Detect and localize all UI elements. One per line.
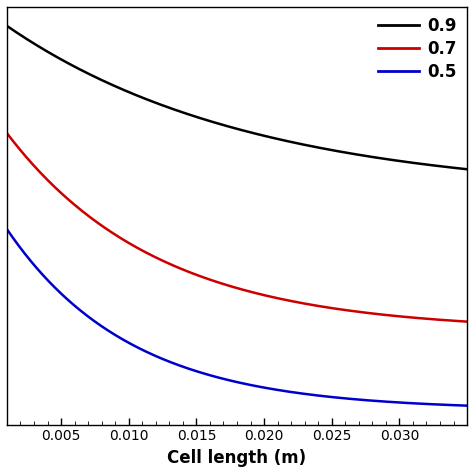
0.5 — [190, 367, 196, 373]
0.9 — [320, 146, 326, 151]
0.7 — [4, 130, 10, 136]
0.7 — [320, 304, 326, 310]
0.7 — [363, 310, 369, 316]
X-axis label: Cell length (m): Cell length (m) — [167, 449, 307, 467]
0.5 — [51, 284, 57, 290]
0.5 — [207, 372, 212, 378]
0.5 — [363, 397, 369, 403]
0.9 — [207, 118, 212, 124]
0.9 — [4, 23, 10, 29]
0.5 — [320, 393, 326, 399]
Line: 0.5: 0.5 — [7, 229, 467, 406]
0.9 — [51, 53, 57, 58]
0.9 — [464, 166, 470, 172]
0.7 — [51, 183, 57, 189]
0.9 — [371, 155, 377, 160]
0.5 — [4, 227, 10, 232]
0.9 — [190, 113, 196, 118]
Line: 0.9: 0.9 — [7, 26, 467, 169]
0.7 — [207, 277, 212, 283]
0.9 — [363, 153, 369, 159]
0.5 — [464, 403, 470, 409]
0.7 — [190, 271, 196, 276]
Legend: 0.9, 0.7, 0.5: 0.9, 0.7, 0.5 — [371, 10, 464, 88]
0.7 — [464, 319, 470, 325]
0.7 — [371, 311, 377, 317]
0.5 — [371, 398, 377, 404]
Line: 0.7: 0.7 — [7, 133, 467, 322]
